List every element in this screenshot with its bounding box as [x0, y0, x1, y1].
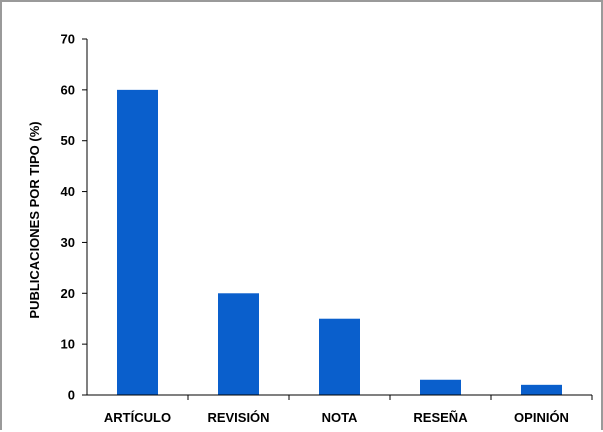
x-axis-labels: ARTÍCULO REVISIÓN NOTA RESEÑA OPINIÓN [104, 395, 593, 425]
bar-3 [319, 318, 360, 395]
x-tick-label: REVISIÓN [207, 410, 269, 425]
bar-5 [521, 384, 562, 395]
x-tick-label: ARTÍCULO [104, 410, 171, 425]
y-tick-label: 70 [61, 32, 75, 47]
bars [117, 89, 562, 395]
x-tick-label: RESEÑA [413, 410, 468, 425]
x-tick-label: OPINIÓN [514, 410, 569, 425]
bar-4 [420, 379, 461, 395]
y-tick-label: 10 [61, 337, 75, 352]
x-tick-label: NOTA [322, 410, 358, 425]
y-axis-title-group: PUBLICACIONES POR TIPO (%) [27, 121, 42, 318]
y-tick-label: 50 [61, 133, 75, 148]
y-axis-title: PUBLICACIONES POR TIPO (%) [27, 121, 42, 318]
y-axis-ticks: 0 10 20 30 40 50 60 70 [61, 32, 87, 403]
bar-2 [218, 293, 259, 395]
y-tick-label: 0 [68, 388, 75, 403]
y-tick-label: 30 [61, 235, 75, 250]
y-tick-label: 60 [61, 82, 75, 97]
axes [86, 39, 592, 396]
y-tick-label: 40 [61, 184, 75, 199]
bar-1 [117, 89, 158, 395]
y-tick-label: 20 [61, 286, 75, 301]
